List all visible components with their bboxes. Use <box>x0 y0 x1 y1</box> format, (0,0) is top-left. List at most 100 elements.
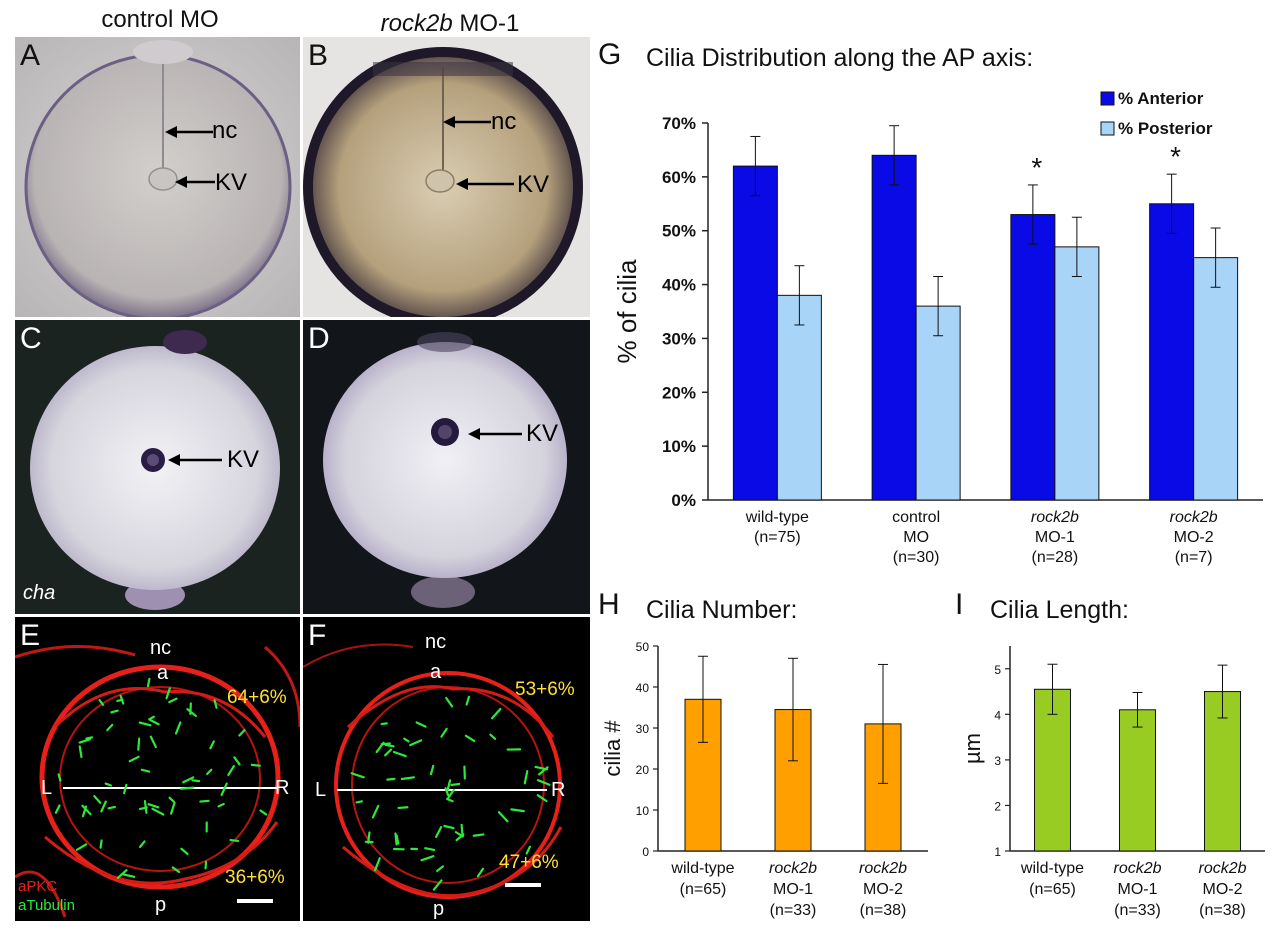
y-tick-label: 10% <box>662 437 696 456</box>
cilium-mark <box>523 770 529 785</box>
category-label: rock2b MO-2 (n=7) <box>1170 509 1218 566</box>
cilium-mark <box>397 806 409 810</box>
cilia-markers <box>54 677 268 879</box>
cilium-mark <box>490 708 502 720</box>
legend-swatch <box>1100 91 1115 106</box>
cilium-mark <box>375 741 385 754</box>
arrow-icon <box>175 176 215 188</box>
arrow-icon <box>168 454 222 466</box>
category-label-line: rock2b <box>859 860 907 877</box>
panel-f-confocal: F nc a p L R 53+6% 47+6% <box>303 617 590 921</box>
category-label-line: MO-2 <box>1174 529 1214 546</box>
cilium-mark <box>420 855 435 862</box>
cilium-mark <box>149 735 157 749</box>
label-left: L <box>315 779 327 801</box>
category-label-line: MO-1 <box>773 881 813 898</box>
label-nc: nc <box>150 637 172 659</box>
cilium-mark <box>98 698 105 706</box>
category-label-line: rock2b <box>1031 509 1079 526</box>
arrow-icon <box>456 178 514 190</box>
confocal-f-image <box>303 643 563 899</box>
panel-letter-a: A <box>20 39 41 72</box>
cilium-mark <box>116 869 128 879</box>
cilium-mark <box>432 879 443 891</box>
label-right: R <box>551 779 566 801</box>
cilium-mark <box>445 696 454 708</box>
category-label-line: rock2b <box>1113 860 1161 877</box>
cilium-mark <box>259 809 268 816</box>
cilium-mark <box>57 773 62 782</box>
category-label-line: wild-type <box>670 860 734 877</box>
category-label: wild-type (n=65) <box>1020 860 1084 898</box>
cilium-mark <box>78 738 92 744</box>
cilium-mark <box>403 737 410 743</box>
column-title-rock2b: rock2b MO-1 <box>305 10 595 38</box>
bar-anterior <box>1010 214 1056 501</box>
cilium-mark <box>81 805 88 818</box>
cilium-mark <box>238 729 246 737</box>
cilium-mark <box>149 719 160 726</box>
cilium-mark <box>476 867 485 878</box>
posterior-percent: 47+6% <box>499 852 559 873</box>
panel-c-insitu-photo: C KV cha <box>15 320 300 614</box>
cilium-mark <box>386 777 396 781</box>
bar-posterior <box>915 305 961 501</box>
label-kv: KV <box>227 446 260 473</box>
cilium-mark <box>128 755 140 763</box>
y-tick-label: 0% <box>671 491 696 510</box>
cilium-mark <box>384 743 395 748</box>
cilium-mark <box>409 739 423 747</box>
anterior-percent: 64+6% <box>227 687 287 708</box>
cilium-mark <box>429 764 435 776</box>
category-label-line: MO-1 <box>1035 529 1075 546</box>
y-tick-label: 50% <box>662 222 696 241</box>
label-left: L <box>41 777 53 799</box>
cilium-mark <box>78 745 83 759</box>
y-tick-label: 60% <box>662 168 696 187</box>
label-anterior: a <box>430 661 442 683</box>
cilium-mark <box>186 708 197 718</box>
cilium-mark <box>395 834 400 845</box>
arrow-icon <box>165 126 213 138</box>
cilium-mark <box>138 840 146 848</box>
category-label: rock2b MO-1 (n=33) <box>769 860 817 919</box>
embryo-b-image <box>303 37 590 317</box>
label-nc: nc <box>212 117 238 144</box>
category-label: rock2b MO-2 (n=38) <box>859 860 907 919</box>
label-anterior: a <box>157 662 169 684</box>
panel-letter-g: G <box>598 38 622 71</box>
cilium-mark <box>106 723 114 732</box>
category-label-line: (n=65) <box>1029 881 1076 898</box>
cilium-mark <box>206 768 213 776</box>
arrow-icon <box>443 116 491 128</box>
legend-swatch <box>1100 121 1115 136</box>
cilium-mark <box>209 740 215 750</box>
cilium-mark <box>168 796 175 803</box>
chart-h-cilia-number: 0 10 20 30 40 50 cilia # wild-type (n=65) rock2b M… <box>600 640 928 919</box>
cilium-mark <box>99 839 103 849</box>
y-tick-label: 1 <box>994 845 1001 859</box>
bar-anterior <box>732 165 778 501</box>
category-label-line: (n=33) <box>1114 902 1161 919</box>
significance-marker: * <box>1170 141 1181 172</box>
cilium-mark <box>350 772 365 779</box>
embryo-a-image <box>15 37 300 317</box>
y-tick-label: 40% <box>662 276 696 295</box>
bar-posterior <box>776 294 822 501</box>
category-label: control MO (n=30) <box>892 509 940 566</box>
y-tick-label: 3 <box>994 754 1001 768</box>
cilium-mark <box>447 788 455 799</box>
bar <box>1034 688 1071 852</box>
cilium-mark <box>392 750 407 758</box>
label-kv: KV <box>215 169 248 196</box>
y-axis-label: cilia # <box>600 720 625 777</box>
gene-name: rock2b <box>380 10 453 37</box>
category-label: wild-type (n=65) <box>670 860 734 898</box>
category-label-line: (n=38) <box>1199 902 1246 919</box>
cilium-mark <box>138 806 148 811</box>
category-label-line: wild-type <box>1020 860 1084 877</box>
cilium-mark <box>179 786 195 790</box>
cilium-mark <box>394 832 398 846</box>
cilium-mark <box>217 802 225 808</box>
